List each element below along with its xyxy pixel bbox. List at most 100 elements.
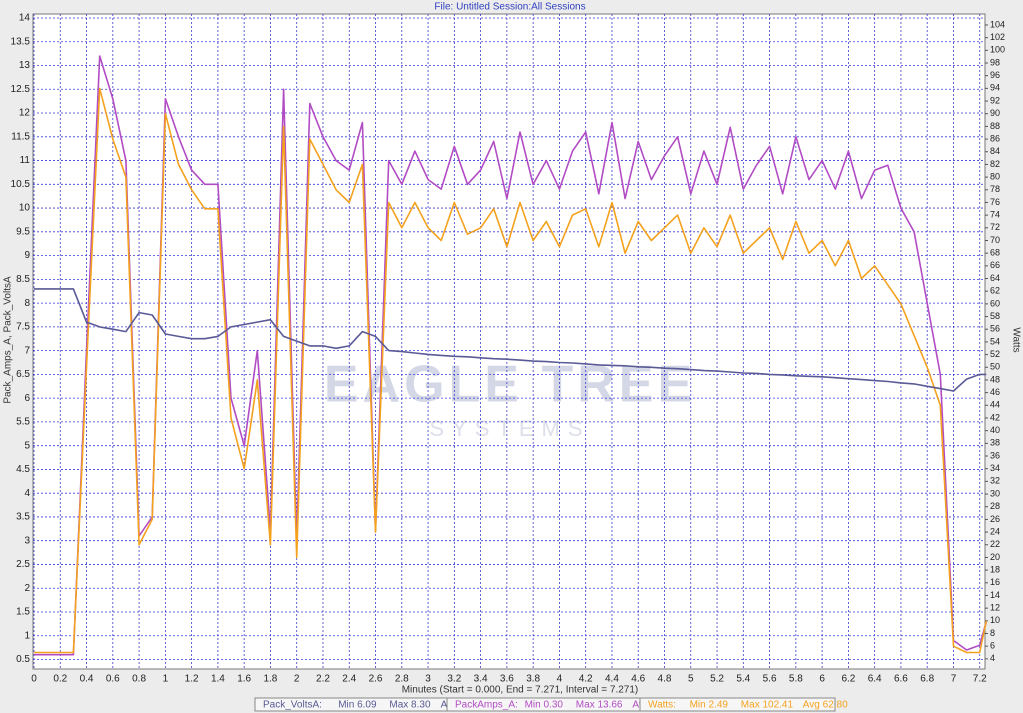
y-tick-label: 9: [24, 250, 30, 261]
y-tick-label: 11.5: [11, 131, 30, 142]
y2-tick-label: 96: [990, 70, 1000, 80]
y-tick-label: 4: [24, 488, 30, 499]
x-tick-label: 4.8: [658, 674, 672, 685]
x-tick-label: 5.4: [736, 674, 750, 685]
y2-tick-label: 4: [990, 653, 995, 663]
legend-stat: Max 102.41: [741, 700, 794, 711]
y2-tick-label: 90: [990, 108, 1000, 118]
y-tick-label: 2.5: [16, 559, 30, 570]
x-tick-label: 4: [557, 674, 563, 685]
x-tick-label: 4.4: [605, 674, 619, 685]
y-tick-label: 13.5: [11, 36, 31, 47]
y2-tick-label: 34: [990, 463, 1000, 473]
y2-tick-label: 98: [990, 57, 1000, 67]
y-tick-label: 10.5: [11, 179, 31, 190]
y2-tick-label: 20: [990, 552, 1000, 562]
y2-tick-label: 72: [990, 222, 1000, 232]
x-tick-label: 5: [688, 674, 694, 685]
y-tick-label: 9.5: [16, 226, 30, 237]
x-tick-label: 6.6: [894, 674, 908, 685]
y2-tick-label: 22: [990, 539, 1000, 549]
x-tick-label: 4.2: [579, 674, 593, 685]
y2-tick-label: 44: [990, 400, 1000, 410]
plot-area: [32, 13, 986, 670]
y-tick-label: 7: [24, 345, 30, 356]
y2-tick-label: 36: [990, 450, 1000, 460]
x-tick-label: 1.4: [211, 674, 225, 685]
legend-stat: Max 13.66: [576, 700, 623, 711]
y-tick-label: 12: [19, 108, 31, 119]
y2-tick-label: 38: [990, 438, 1000, 448]
y-tick-label: 12.5: [11, 84, 31, 95]
y-tick-label: 6: [24, 393, 30, 404]
y-tick-label: 11: [20, 155, 31, 166]
y2-tick-label: 60: [990, 298, 1000, 308]
x-tick-label: 1.8: [263, 674, 277, 685]
x-tick-label: 6.4: [868, 674, 882, 685]
y2-tick-label: 64: [990, 273, 1000, 283]
y2-tick-label: 46: [990, 387, 1000, 397]
x-tick-label: 1.2: [185, 674, 199, 685]
legend-stat: Min 2.49: [690, 700, 729, 711]
y2-tick-label: 84: [990, 146, 1000, 156]
y-tick-label: 1: [24, 630, 30, 641]
x-tick-label: 1: [163, 674, 169, 685]
y2-tick-label: 76: [990, 197, 1000, 207]
x-tick-label: 1.6: [237, 674, 251, 685]
y2-tick-label: 94: [990, 83, 1000, 93]
legend-label: PackAmps_A:: [455, 700, 518, 711]
y2-tick-label: 40: [990, 425, 1000, 435]
x-tick-label: 3: [425, 674, 431, 685]
y2-axis-label: Watts: [1010, 327, 1021, 352]
x-tick-label: 2.6: [369, 674, 383, 685]
legend-label: Pack_VoltsA:: [263, 700, 322, 711]
x-tick-label: 7: [951, 674, 957, 685]
y2-tick-label: 10: [990, 615, 1000, 625]
x-tick-label: 7.2: [973, 674, 987, 685]
watermark: EAGLE TREE: [324, 356, 696, 414]
x-tick-label: 6.8: [920, 674, 934, 685]
y2-tick-label: 80: [990, 171, 1000, 181]
chart-title: File: Untitled Session:All Sessions: [434, 2, 585, 13]
y2-tick-label: 26: [990, 514, 1000, 524]
y2-tick-label: 78: [990, 184, 1000, 194]
x-tick-label: 6.2: [841, 674, 855, 685]
x-tick-label: 5.8: [789, 674, 803, 685]
y2-tick-label: 86: [990, 133, 1000, 143]
x-tick-label: 0.8: [132, 674, 146, 685]
legend-stat: Max 8.30: [389, 700, 431, 711]
y-tick-label: 7.5: [16, 322, 30, 333]
x-tick-label: 6: [819, 674, 825, 685]
y2-tick-label: 52: [990, 349, 1000, 359]
y2-tick-label: 58: [990, 311, 1000, 321]
x-tick-label: 0.2: [53, 674, 67, 685]
x-tick-label: 2: [294, 674, 300, 685]
y-axis-label: Pack_Amps_A, Pack_VoltsA: [3, 276, 14, 404]
x-tick-label: 4.6: [631, 674, 645, 685]
y2-tick-label: 12: [990, 603, 1000, 613]
y2-tick-label: 30: [990, 488, 1000, 498]
legend-box: [639, 697, 836, 712]
x-tick-label: 5.6: [763, 674, 777, 685]
legend-stat: Min 6.09: [338, 700, 377, 711]
y2-tick-label: 70: [990, 235, 1000, 245]
y2-tick-label: 32: [990, 476, 1000, 486]
y-tick-label: 10: [19, 203, 31, 214]
y-tick-label: 8.5: [16, 274, 30, 285]
x-axis-label: Minutes (Start = 0.000, End = 7.271, Int…: [402, 685, 639, 696]
y2-tick-label: 74: [990, 210, 1000, 220]
y2-tick-label: 88: [990, 121, 1000, 131]
y2-tick-label: 104: [990, 19, 1005, 29]
x-tick-label: 3.6: [500, 674, 514, 685]
y2-tick-label: 68: [990, 248, 1000, 258]
y2-tick-label: 82: [990, 159, 1000, 169]
x-tick-label: 0.6: [106, 674, 120, 685]
x-tick-label: 3.8: [526, 674, 540, 685]
legend-stat: Min 0.30: [525, 700, 564, 711]
x-tick-label: 2.2: [316, 674, 330, 685]
legend-stat: Avg 62.80: [803, 700, 848, 711]
y2-tick-label: 50: [990, 362, 1000, 372]
y2-tick-label: 54: [990, 336, 1000, 346]
x-tick-label: 3.4: [474, 674, 488, 685]
y-tick-label: 5: [24, 440, 30, 451]
